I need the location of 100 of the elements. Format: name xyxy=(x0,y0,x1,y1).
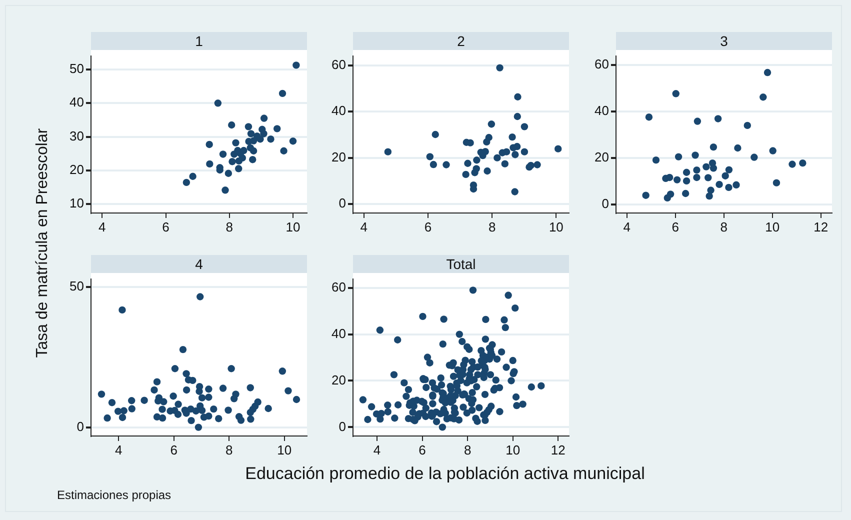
point xyxy=(228,121,236,129)
x-tick-label: 6 xyxy=(162,219,170,234)
x-tick-label: 6 xyxy=(418,442,426,458)
point xyxy=(273,125,281,132)
point xyxy=(732,181,740,189)
x-tick-label: 6 xyxy=(170,442,178,458)
point xyxy=(224,170,232,177)
point xyxy=(714,115,722,122)
y-axis-title: Tasa de matrícula en Preescolar xyxy=(34,128,52,358)
point xyxy=(666,174,674,182)
point xyxy=(462,170,470,178)
x-tick-label: 8 xyxy=(226,219,233,234)
point xyxy=(514,93,522,100)
point xyxy=(788,160,796,168)
x-tick-label: 10 xyxy=(286,219,300,234)
point xyxy=(384,148,392,156)
y-tick-label: 30 xyxy=(70,128,84,144)
x-tick-label: 6 xyxy=(672,219,680,234)
point xyxy=(247,130,255,138)
x-tick-label: 4 xyxy=(373,442,381,458)
y-tick-label: 20 xyxy=(70,162,84,177)
point xyxy=(235,157,243,165)
point xyxy=(693,174,700,182)
point xyxy=(734,144,742,152)
point xyxy=(799,159,806,167)
point xyxy=(292,62,300,69)
point xyxy=(488,120,496,128)
x-tick-label: 6 xyxy=(424,219,432,234)
y-tick-label: 50 xyxy=(70,278,84,294)
point xyxy=(682,177,690,185)
x-tick-label: 4 xyxy=(115,442,122,458)
point xyxy=(249,156,256,164)
point xyxy=(725,184,732,192)
point xyxy=(693,166,700,174)
y-tick-label: 0 xyxy=(338,196,346,211)
chart-title: 4 xyxy=(91,255,307,273)
point xyxy=(707,186,714,194)
point xyxy=(694,118,702,125)
point xyxy=(554,145,562,152)
point xyxy=(514,112,522,120)
point xyxy=(772,179,780,186)
point xyxy=(432,130,439,138)
point xyxy=(278,90,286,98)
y-tick-label: 60 xyxy=(594,56,609,72)
point xyxy=(260,114,268,122)
y-tick-label: 0 xyxy=(602,196,609,211)
point xyxy=(664,194,671,202)
point xyxy=(534,161,541,168)
chart-title: Total xyxy=(353,255,569,273)
point xyxy=(508,133,516,141)
point xyxy=(182,178,190,186)
point xyxy=(430,160,438,168)
point xyxy=(206,160,214,168)
point xyxy=(673,176,681,184)
x-tick-label: 10 xyxy=(506,442,520,458)
point xyxy=(511,188,518,196)
y-tick-label: 60 xyxy=(332,57,346,72)
point xyxy=(710,143,718,151)
x-tick-label: 8 xyxy=(488,219,496,234)
point xyxy=(260,130,268,138)
y-tick-label: 20 xyxy=(332,372,346,388)
point xyxy=(267,136,274,143)
point xyxy=(289,138,297,145)
y-tick-label: 40 xyxy=(332,103,346,118)
x-tick-label: 8 xyxy=(464,442,472,458)
point xyxy=(442,161,450,168)
point xyxy=(760,94,767,101)
point xyxy=(256,136,264,143)
point xyxy=(682,190,690,198)
point xyxy=(496,64,504,72)
point xyxy=(750,154,758,161)
y-tick-label: 40 xyxy=(594,103,609,118)
point xyxy=(189,172,196,180)
point xyxy=(710,164,718,172)
point xyxy=(692,152,699,159)
x-tick-label: 10 xyxy=(277,442,292,458)
x-tick-label: 4 xyxy=(98,219,106,234)
point xyxy=(512,151,519,158)
chart-title: 3 xyxy=(616,32,832,50)
point xyxy=(280,147,288,154)
point xyxy=(642,192,650,199)
point xyxy=(494,154,501,162)
y-tick-label: 50 xyxy=(70,61,84,76)
point xyxy=(706,192,713,200)
x-tick-label: 10 xyxy=(548,219,564,234)
point xyxy=(206,140,213,148)
y-tick-label: 0 xyxy=(338,418,346,434)
point xyxy=(232,139,240,146)
point xyxy=(501,160,509,168)
point xyxy=(235,165,242,172)
y-tick-label: 0 xyxy=(76,418,84,434)
point xyxy=(471,169,478,176)
x-axis-title: Educación promedio de la población activa municipal xyxy=(245,464,645,484)
point xyxy=(426,153,434,160)
point xyxy=(645,114,653,121)
point xyxy=(245,138,252,146)
y-tick-label: 10 xyxy=(70,196,84,211)
x-tick-label: 10 xyxy=(765,219,780,234)
point xyxy=(244,123,252,130)
point xyxy=(520,123,528,130)
